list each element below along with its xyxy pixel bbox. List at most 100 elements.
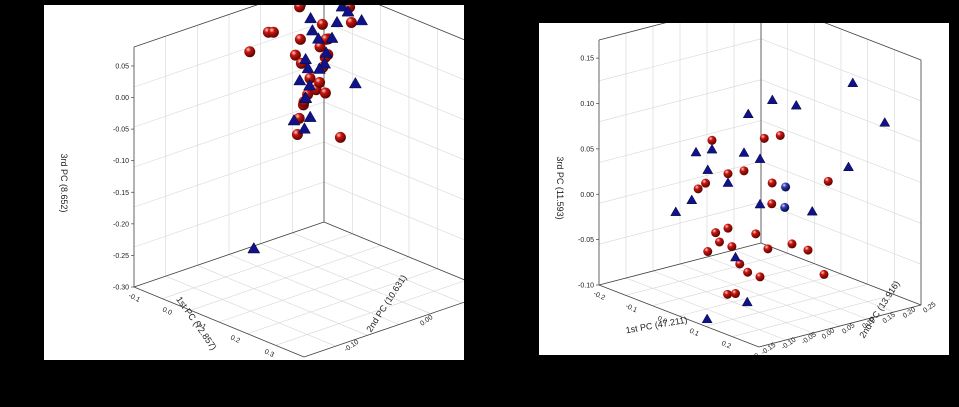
- data-point-triangle: [847, 77, 859, 87]
- data-point-triangle: [287, 114, 301, 126]
- data-point-triangle: [318, 57, 332, 69]
- data-point-triangle: [293, 73, 307, 86]
- grid-line: [323, 181, 464, 240]
- data-point-sphere: [267, 26, 279, 38]
- grid-line: [133, 21, 325, 88]
- data-point-sphere: [289, 49, 301, 61]
- data-point-sphere: [316, 18, 328, 30]
- axis-frame-line: [133, 286, 305, 358]
- axis-frame-line: [133, 5, 259, 48]
- z-tick-label: -0.15: [113, 190, 129, 197]
- data-point-sphere: [319, 87, 331, 99]
- data-point-triangle: [686, 194, 698, 204]
- data-point-triangle: [304, 11, 318, 24]
- axis-frame-line: [303, 301, 464, 358]
- data-point-sphere: [723, 223, 733, 233]
- data-point-sphere: [823, 176, 833, 186]
- y-tick-label: 0.00: [419, 314, 434, 328]
- data-point-sphere: [345, 17, 357, 29]
- grid-line: [598, 38, 762, 82]
- x-tick-label: -0.1: [624, 303, 638, 314]
- data-point-sphere: [294, 33, 306, 45]
- data-point-triangle: [311, 32, 325, 44]
- data-point-blue-sphere: [781, 182, 791, 192]
- x-tick-label: 0.3: [752, 352, 764, 355]
- x-tick-label: 0.0: [161, 306, 173, 317]
- data-point-sphere: [314, 41, 326, 53]
- data-point-triangle: [730, 251, 741, 262]
- data-point-triangle: [319, 46, 333, 58]
- axis-frame-line: [598, 23, 667, 41]
- data-point-sphere: [767, 199, 777, 209]
- data-point-sphere: [334, 131, 346, 143]
- chart-panel-left: 0.05 0.00 -0.05 -0.10 -0.15 -0.20 -0.25 -0.30 -0…: [44, 5, 464, 360]
- data-point-triangle: [247, 241, 261, 254]
- grid-line: [247, 268, 438, 334]
- grid-line: [323, 61, 464, 120]
- data-point-triangle: [738, 147, 750, 157]
- data-point-sphere: [711, 228, 721, 238]
- data-point-triangle: [670, 206, 682, 216]
- data-point-triangle: [305, 24, 319, 36]
- data-point-sphere: [767, 178, 777, 188]
- data-point-sphere: [735, 259, 745, 269]
- scatter3d-plot-left: 0.050.00-0.05-0.10-0.15-0.20-0.25-0.30-0…: [59, 5, 464, 359]
- data-point-triangle: [742, 108, 754, 119]
- data-point-triangle: [690, 146, 702, 157]
- data-point-sphere: [731, 289, 740, 299]
- z-tick-label: -0.20: [113, 221, 129, 228]
- data-point-triangle: [303, 110, 317, 122]
- data-point-triangle: [325, 31, 339, 43]
- data-point-sphere: [693, 184, 703, 194]
- x-tick-label: 0.1: [688, 328, 700, 339]
- axis-frame-line: [598, 284, 760, 348]
- data-point-triangle: [312, 62, 326, 74]
- data-point-triangle: [341, 5, 355, 17]
- x-tick-label: 0.3: [263, 348, 275, 359]
- data-point-triangle: [806, 205, 818, 216]
- y-tick-label: 0.15: [882, 312, 897, 326]
- data-point-triangle: [355, 13, 369, 26]
- x-tick-label: 0.2: [229, 334, 241, 345]
- data-point-triangle: [702, 164, 714, 174]
- axis-frame-line: [378, 5, 464, 41]
- data-point-sphere: [759, 133, 769, 143]
- data-point-sphere: [701, 178, 711, 188]
- z-tick-label: -0.10: [113, 158, 129, 165]
- axis-frame-line: [323, 221, 464, 281]
- y-tick-label: -0.15: [760, 342, 777, 355]
- y-tick-label: -0.05: [801, 331, 818, 346]
- y-tick-label: -0.10: [343, 339, 360, 354]
- grid-line: [733, 249, 895, 313]
- z-tick-label: 0.00: [115, 95, 129, 102]
- data-point-sphere: [787, 239, 797, 249]
- data-point-sphere: [294, 5, 306, 13]
- data-point-sphere: [314, 77, 326, 89]
- y-axis-label: 2nd PC (10.631): [364, 273, 408, 334]
- data-point-sphere: [739, 166, 749, 176]
- grid-line: [323, 141, 464, 200]
- data-point-triangle: [330, 15, 344, 28]
- axis-frame-line: [760, 242, 922, 306]
- x-tick-label: -0.1: [127, 292, 141, 303]
- data-point-sphere: [763, 244, 773, 254]
- data-point-triangle: [843, 161, 854, 171]
- data-point-triangle: [335, 5, 349, 12]
- grid-line: [275, 280, 464, 346]
- x-axis-label: 1st PC (47.211): [625, 315, 688, 336]
- y-tick-label: 0.00: [821, 327, 836, 341]
- z-tick-label: 0.15: [580, 56, 594, 63]
- data-point-triangle: [297, 122, 311, 134]
- data-point-sphere: [819, 269, 829, 279]
- data-point-triangle: [348, 76, 362, 89]
- axis-frame-line: [758, 304, 922, 348]
- data-point-sphere: [304, 72, 316, 84]
- data-point-triangle: [741, 296, 753, 307]
- data-point-sphere: [715, 237, 724, 247]
- data-point-triangle: [301, 61, 315, 74]
- data-point-sphere: [743, 267, 753, 277]
- grid-line: [706, 256, 868, 320]
- data-point-sphere: [755, 272, 765, 282]
- axis-frame-line: [824, 23, 922, 61]
- y-tick-label: 0.25: [922, 301, 937, 315]
